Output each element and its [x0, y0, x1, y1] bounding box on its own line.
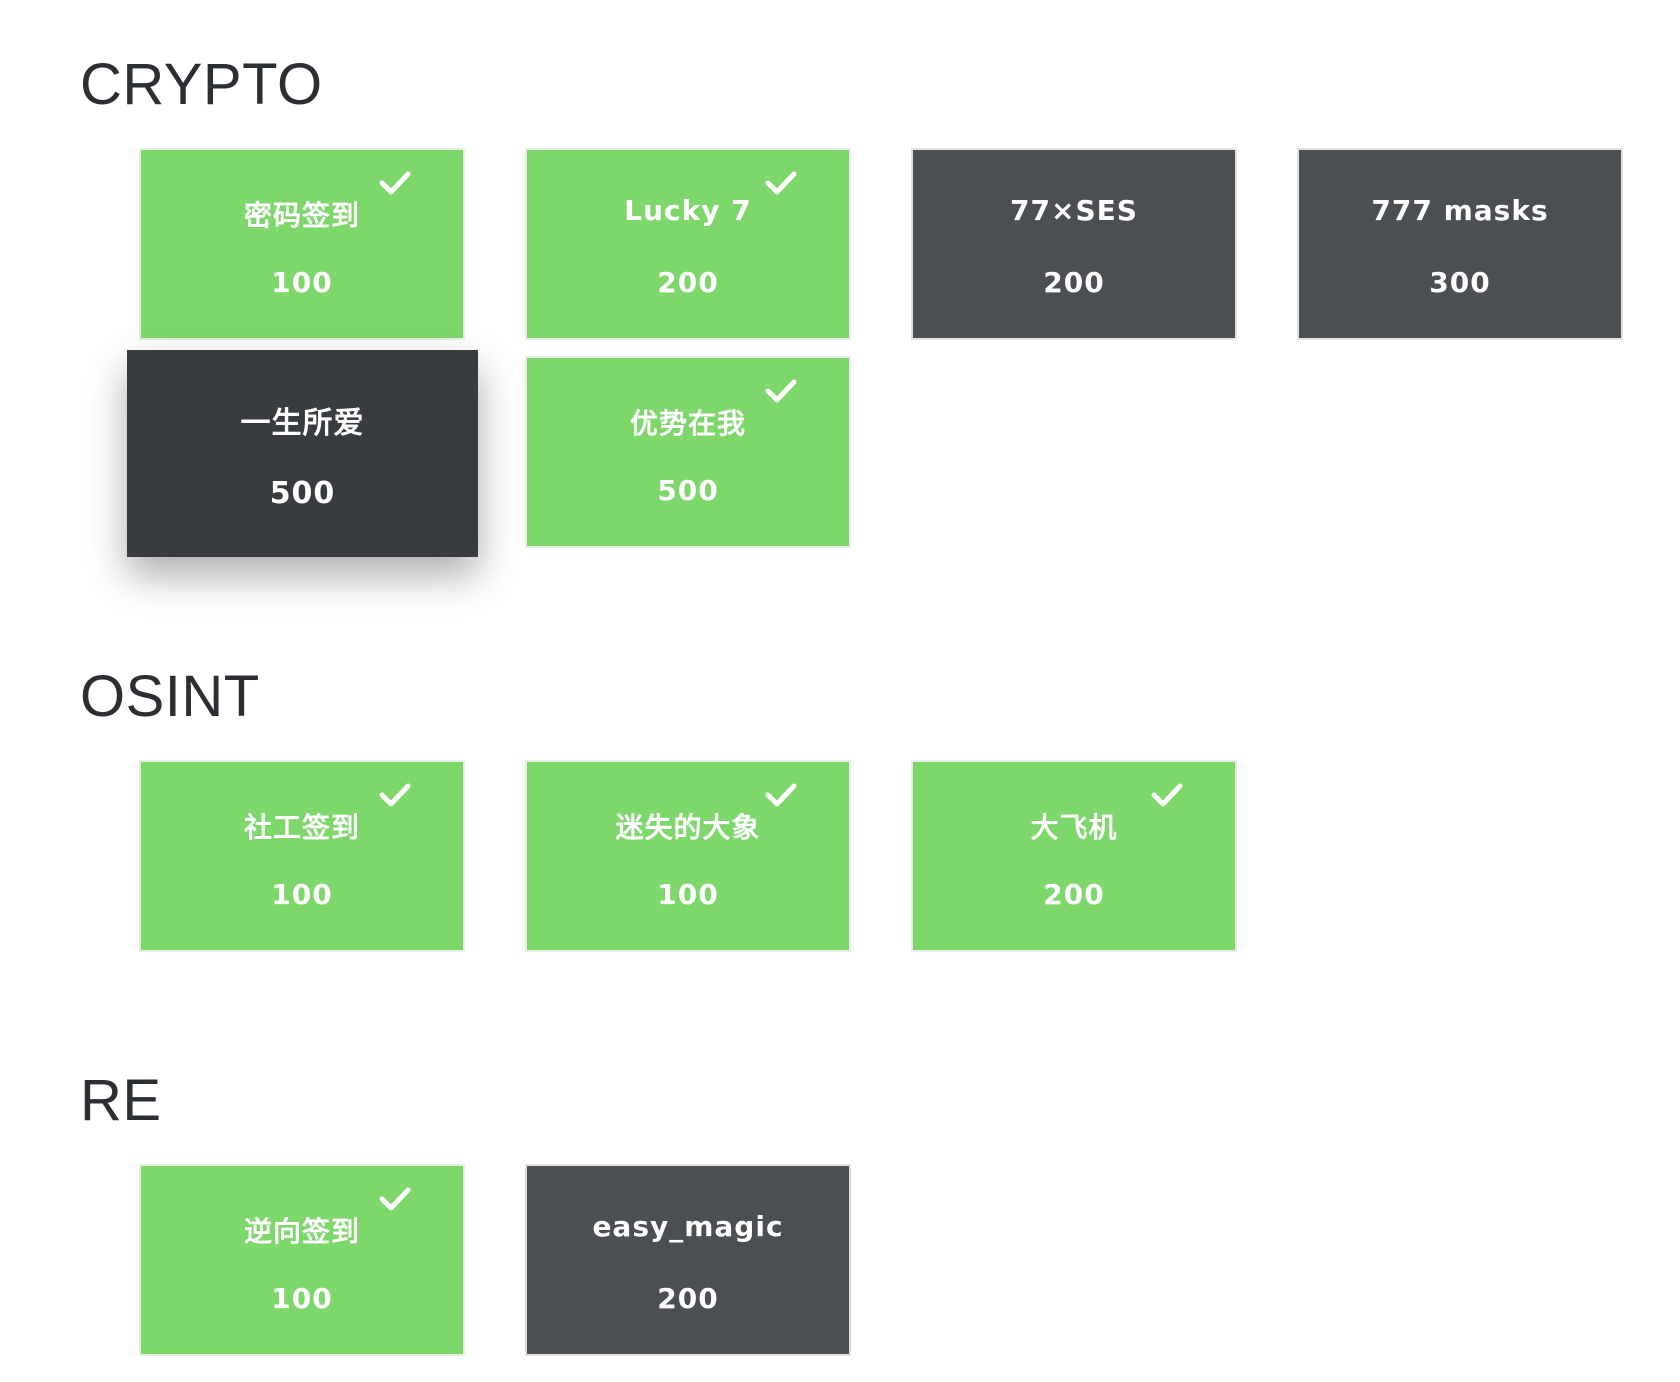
check-icon: [379, 171, 411, 195]
challenge-name: 密码签到: [243, 199, 360, 232]
challenge-card[interactable]: 逆向签到 100: [139, 1164, 465, 1356]
challenge-value: 200: [1043, 266, 1105, 299]
challenge-card[interactable]: 一生所爱 500: [127, 350, 478, 557]
check-icon: [765, 379, 797, 403]
challenge-value: 500: [657, 474, 719, 507]
challenge-name: 社工签到: [243, 811, 360, 844]
check-icon: [1151, 783, 1183, 807]
check-icon: [379, 783, 411, 807]
challenge-card[interactable]: 77×SES 200: [911, 148, 1237, 340]
challenge-card[interactable]: 迷失的大象 100: [525, 760, 851, 952]
check-icon: [765, 171, 797, 195]
category-title-osint: OSINT: [80, 664, 260, 729]
challenge-value: 200: [1043, 878, 1105, 911]
challenge-value: 300: [1429, 266, 1491, 299]
challenge-card[interactable]: 密码签到 100: [139, 148, 465, 340]
check-icon: [765, 783, 797, 807]
challenge-value: 100: [657, 878, 719, 911]
challenge-name: 优势在我: [629, 407, 746, 440]
check-icon: [379, 1187, 411, 1211]
challenge-value: 200: [657, 1282, 719, 1315]
challenge-name: 逆向签到: [243, 1215, 360, 1248]
challenge-card[interactable]: easy_magic 200: [525, 1164, 851, 1356]
challenge-name: easy_magic: [592, 1210, 784, 1243]
challenge-value: 200: [657, 266, 719, 299]
challenge-name: Lucky 7: [624, 194, 752, 227]
challenge-card[interactable]: 社工签到 100: [139, 760, 465, 952]
challenge-name: 大飞机: [1030, 811, 1118, 844]
category-title-crypto: CRYPTO: [80, 52, 323, 117]
challenge-value: 100: [271, 878, 333, 911]
challenge-name: 77×SES: [1010, 194, 1138, 227]
challenge-card[interactable]: Lucky 7 200: [525, 148, 851, 340]
challenge-card[interactable]: 大飞机 200: [911, 760, 1237, 952]
challenge-name: 一生所爱: [240, 406, 365, 441]
category-title-re: RE: [80, 1068, 162, 1133]
challenge-name: 777 masks: [1371, 194, 1549, 227]
challenge-value: 100: [271, 266, 333, 299]
challenge-name: 迷失的大象: [615, 811, 761, 844]
challenge-value: 100: [271, 1282, 333, 1315]
challenge-card[interactable]: 777 masks 300: [1297, 148, 1623, 340]
challenge-card[interactable]: 优势在我 500: [525, 356, 851, 548]
challenge-value: 500: [269, 476, 336, 511]
